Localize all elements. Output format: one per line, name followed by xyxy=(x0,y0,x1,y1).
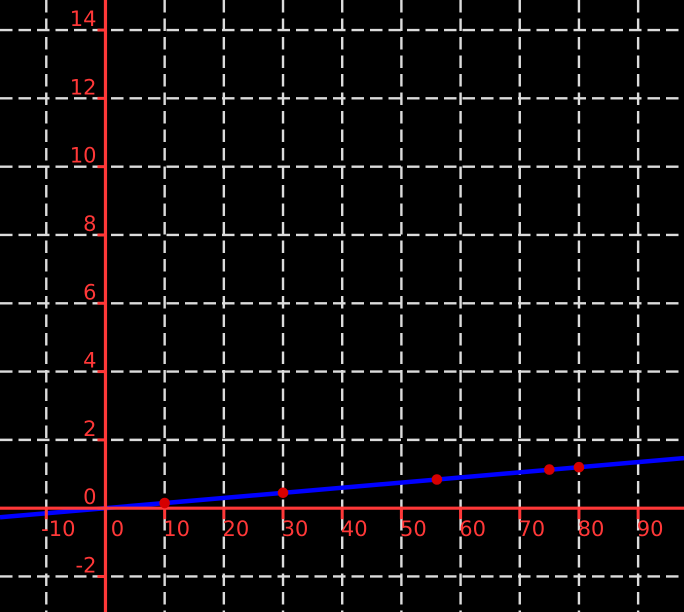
y-tick-label: 4 xyxy=(83,349,96,373)
x-tick-label: 10 xyxy=(163,517,190,541)
x-tick-label: -10 xyxy=(41,517,75,541)
x-tick-label: 60 xyxy=(459,517,486,541)
x-tick-label: 50 xyxy=(400,517,427,541)
x-tick-label: 90 xyxy=(637,517,664,541)
data-point xyxy=(431,474,443,485)
x-tick-label: 30 xyxy=(282,517,309,541)
x-tick-label: 0 xyxy=(111,517,124,541)
data-point xyxy=(544,464,555,475)
y-tick-label: 2 xyxy=(83,417,96,441)
y-tick-label: 8 xyxy=(83,212,96,236)
x-tick-label: 40 xyxy=(341,517,368,541)
x-tick-label: 70 xyxy=(518,517,545,541)
y-tick-label: 0 xyxy=(83,485,96,509)
x-tick-label: 20 xyxy=(222,517,249,541)
y-tick-label: 12 xyxy=(70,75,97,99)
data-point xyxy=(159,497,170,509)
y-tick-label: 6 xyxy=(83,280,96,304)
y-tick-label: 10 xyxy=(70,144,97,168)
data-point xyxy=(277,487,289,499)
y-tick-label: -2 xyxy=(76,553,97,577)
data-point xyxy=(573,461,585,473)
y-tick-label: 14 xyxy=(70,7,97,31)
x-tick-label: 80 xyxy=(578,517,605,541)
